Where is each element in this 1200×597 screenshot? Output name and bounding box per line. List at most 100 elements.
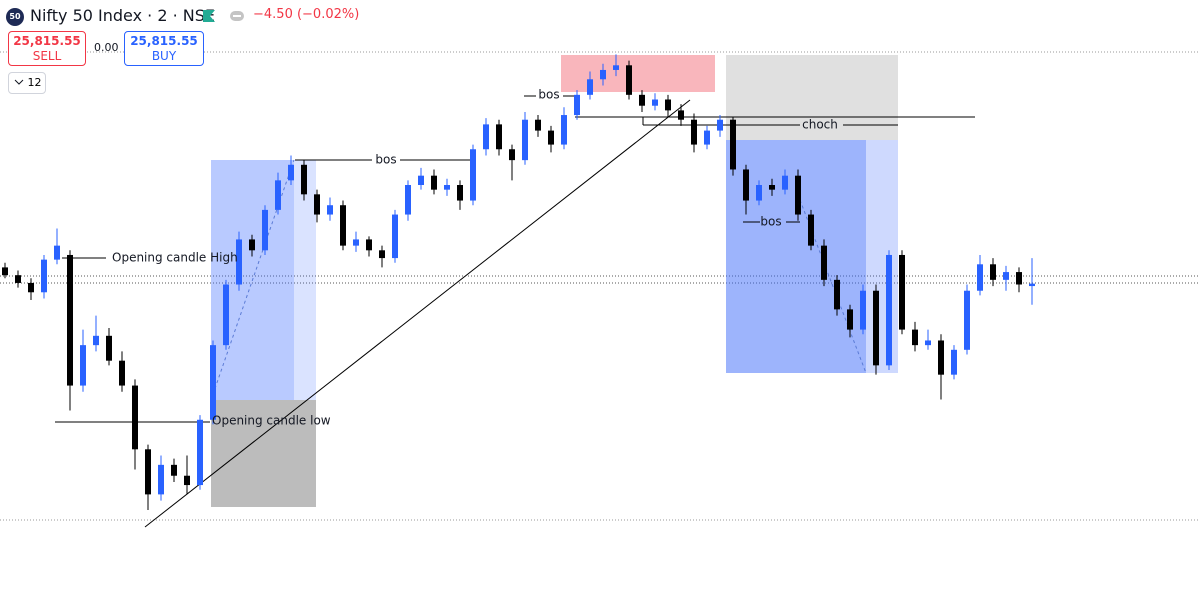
candle-body	[600, 69, 606, 80]
spread: 0.00	[94, 41, 119, 54]
drawings	[0, 51, 1200, 528]
annotation: bos	[760, 215, 781, 229]
candle-body	[15, 275, 21, 283]
interval-button[interactable]: 12	[8, 72, 46, 94]
annotation: Opening candle low	[212, 414, 331, 428]
candle-body	[587, 79, 593, 95]
candle-body	[886, 254, 892, 366]
candle-body	[119, 360, 125, 386]
candle-body	[353, 239, 359, 246]
symbol-icon: 50	[6, 8, 24, 26]
candle-body	[93, 335, 99, 346]
candle-body	[327, 205, 333, 215]
candle-body	[184, 475, 190, 486]
candle-body	[366, 239, 372, 251]
zone-box	[211, 400, 316, 507]
annotation: bos	[375, 153, 396, 167]
trend-line	[144, 99, 691, 528]
chevron	[14, 79, 24, 85]
candle-body	[574, 94, 580, 116]
candle-body	[626, 65, 632, 95]
candle-body	[535, 119, 541, 131]
candle-body	[2, 267, 8, 276]
candle-body	[704, 130, 710, 145]
candle-body	[613, 65, 619, 70]
zone-box	[866, 140, 898, 373]
candle-body	[314, 194, 320, 215]
candle-body	[67, 254, 73, 386]
candle-body	[808, 214, 814, 246]
candle-body	[548, 130, 554, 145]
annotation: Opening candle High	[112, 251, 238, 265]
candle-body	[262, 209, 268, 251]
zone-box	[294, 160, 316, 400]
candle-body	[431, 175, 437, 190]
candle-body	[951, 349, 957, 375]
candle-body	[405, 185, 411, 215]
candle-body	[392, 214, 398, 259]
symbol-title[interactable]: Nifty 50 Index · 2 · NSE	[30, 6, 216, 25]
candle-body	[80, 345, 86, 386]
toggle[interactable]	[230, 11, 244, 21]
candle-body	[106, 335, 112, 361]
candle-body	[639, 94, 645, 106]
candle-body	[444, 185, 450, 190]
sell-price: 25,815.55	[13, 34, 81, 48]
interval: 12	[27, 76, 42, 89]
candle-body	[964, 290, 970, 350]
candle-body	[1016, 272, 1022, 285]
candle-body	[379, 250, 385, 259]
candle-body	[509, 149, 515, 161]
candle-body	[171, 464, 177, 476]
candle-body	[834, 279, 840, 310]
candle-body	[860, 290, 866, 330]
candle-body	[41, 259, 47, 293]
candle-body	[132, 385, 138, 450]
candle-body	[249, 239, 255, 251]
annotation: bos	[538, 88, 559, 102]
candle-body	[197, 419, 203, 486]
candle-body	[145, 449, 151, 495]
candle-body	[821, 245, 827, 280]
candle-body	[743, 169, 749, 201]
candle-body	[1003, 272, 1009, 280]
candle-body	[678, 110, 684, 120]
candle-body	[54, 245, 60, 260]
annotation: choch	[802, 118, 838, 132]
candle-body	[717, 119, 723, 131]
buy-button[interactable]: 25,815.55 BUY	[124, 31, 204, 66]
candle-body	[795, 175, 801, 215]
candle-body	[938, 340, 944, 375]
candle-body	[522, 119, 528, 161]
candle-body	[769, 185, 775, 190]
candle-body	[1029, 283, 1035, 287]
candle-body	[28, 282, 34, 293]
candle-body	[977, 264, 983, 291]
zone-box	[561, 55, 715, 92]
candle-body	[340, 205, 346, 246]
market-flag	[203, 10, 215, 22]
candle-body	[418, 175, 424, 186]
candle-body	[301, 164, 307, 195]
sell-label: SELL	[32, 49, 62, 63]
candle-body	[210, 345, 216, 420]
candle-body	[496, 124, 502, 150]
buy-price: 25,815.55	[130, 34, 198, 48]
candle-body	[483, 124, 489, 150]
candle-body	[925, 340, 931, 346]
candle-body	[730, 119, 736, 170]
candle-body	[756, 185, 762, 201]
candle-body	[158, 464, 164, 495]
candle-body	[782, 175, 788, 190]
candle-body	[665, 99, 671, 111]
candle-body	[275, 180, 281, 210]
candle-body	[288, 164, 294, 181]
price-change: −4.50 (−0.02%)	[253, 7, 360, 22]
sell-button[interactable]: 25,815.55 SELL	[8, 31, 86, 66]
zone-box	[726, 55, 898, 140]
candle-body	[652, 99, 658, 106]
candle-body	[236, 239, 242, 285]
candle-body	[470, 149, 476, 201]
